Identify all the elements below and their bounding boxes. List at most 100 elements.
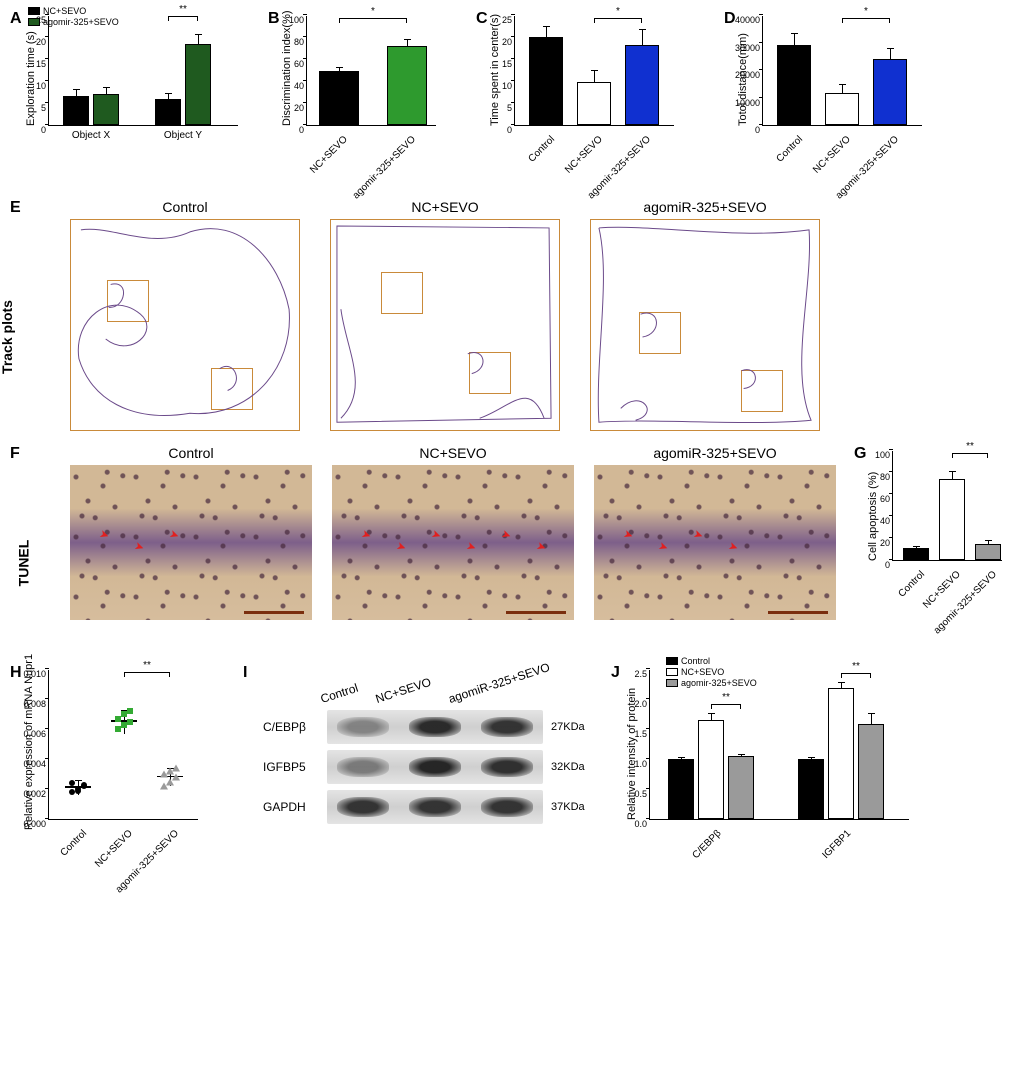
x-category: NC+SEVO (563, 134, 605, 176)
track-cell: agomiR-325+SEVO (590, 199, 820, 431)
panel-d: D Totol distance(mm)01000020000300004000… (724, 10, 964, 185)
kda-label: 27KDa (551, 721, 585, 733)
data-point (172, 765, 180, 772)
panel-c: C Time spent in center(s)0510152025Contr… (476, 10, 716, 185)
ytick: 0 (755, 125, 763, 135)
ytick: 10 (36, 81, 49, 91)
y-title: Discrimination index(%) (281, 10, 293, 126)
blot-image (327, 750, 543, 784)
panel-i: I ControlNC+SEVOagomiR-325+SEVOC/EBPβ27K… (243, 664, 603, 884)
band (481, 797, 533, 817)
ytick: 40 (294, 81, 307, 91)
legend: ControlNC+SEVOagomir-325+SEVO (666, 656, 757, 689)
bar (155, 99, 181, 125)
panel-h-label: H (10, 664, 22, 682)
protein-name: C/EBPβ (263, 720, 319, 734)
track-title: agomiR-325+SEVO (590, 199, 820, 215)
bar (387, 46, 427, 125)
chart: Cell apoptosis (%)020406080100ControlNC+… (892, 451, 1002, 561)
x-category: agomir-325+SEVO (931, 569, 998, 636)
legend-label: agomir-325+SEVO (43, 17, 119, 27)
chart-j: Relative intensity of protein0.00.51.01.… (649, 670, 909, 820)
ytick: 10 (502, 81, 515, 91)
tunel-image: ➤➤➤ (70, 465, 312, 620)
x-category: Control (774, 134, 805, 165)
ytick: 60 (294, 59, 307, 69)
band (337, 757, 389, 777)
tunel-title: agomiR-325+SEVO (594, 445, 836, 461)
y-title: Time spent in center(s) (489, 14, 501, 126)
data-point (81, 782, 87, 788)
data-point (127, 719, 133, 725)
legend-label: NC+SEVO (43, 6, 86, 16)
panel-j: J Relative intensity of protein0.00.51.0… (611, 664, 951, 904)
bar (825, 93, 859, 125)
lane-label: agomiR-325+SEVO (447, 660, 552, 706)
band (409, 717, 461, 737)
sig-marker: ** (722, 692, 730, 703)
band (409, 757, 461, 777)
chart-a: Exploration time (s)0510152025Object XOb… (48, 16, 238, 126)
track-cell: NC+SEVO (330, 199, 560, 431)
ytick: 0 (885, 560, 893, 570)
tunel-image: ➤➤➤➤➤➤ (332, 465, 574, 620)
ytick: 20 (294, 103, 307, 113)
blot-row: C/EBPβ 27KDa (263, 710, 603, 744)
x-category: Object X (63, 130, 119, 141)
ytick: 0 (41, 125, 49, 135)
track-title: Control (70, 199, 300, 215)
sig-marker: ** (852, 661, 860, 672)
bar (529, 37, 563, 125)
track-path (331, 220, 559, 430)
track-path (71, 220, 299, 430)
ytick: 15 (36, 59, 49, 69)
bar (93, 94, 119, 125)
track-path (591, 220, 819, 430)
scale-bar (506, 611, 566, 614)
ytick: 80 (294, 37, 307, 47)
bar (798, 759, 824, 819)
lane-label: Control (319, 681, 360, 706)
panel-e-label: E (10, 199, 21, 217)
protein-name: IGFBP5 (263, 760, 319, 774)
figure-root: A Exploration time (s)0510152025Object X… (10, 10, 1010, 904)
tunel-title: NC+SEVO (332, 445, 574, 461)
bar (858, 724, 884, 819)
blot-lane-labels: ControlNC+SEVOagomiR-325+SEVO (323, 692, 603, 706)
bar (668, 759, 694, 819)
panel-a-label: A (10, 10, 22, 28)
panel-a: A Exploration time (s)0510152025Object X… (10, 10, 260, 185)
bar (63, 96, 89, 125)
x-category: NC+SEVO (811, 134, 853, 176)
track-box (590, 219, 820, 431)
track-box (330, 219, 560, 431)
band (409, 797, 461, 817)
x-category: agomir-325+SEVO (350, 134, 417, 201)
ytick: 15 (502, 59, 515, 69)
sig-marker: ** (143, 660, 151, 671)
panel-b-label: B (268, 10, 280, 28)
lane-label: NC+SEVO (373, 675, 432, 706)
ytick: 30000 (735, 43, 763, 53)
row-hij: H Relative expression of mRNA Nupr10.000… (10, 664, 1010, 904)
band (481, 717, 533, 737)
panel-g: G Cell apoptosis (%)020406080100ControlN… (854, 445, 1010, 650)
bar (698, 720, 724, 819)
data-point (127, 708, 133, 714)
ytick: 20000 (735, 70, 763, 80)
chart-h: Relative expression of mRNA Nupr10.0000.… (48, 670, 198, 820)
x-category: Object Y (155, 130, 211, 141)
ytick: 20 (502, 37, 515, 47)
ytick: 25 (502, 15, 515, 25)
x-category: Control (58, 828, 89, 859)
chart: Time spent in center(s)0510152025Control… (514, 16, 674, 126)
panel-h: H Relative expression of mRNA Nupr10.000… (10, 664, 235, 904)
row-1: A Exploration time (s)0510152025Object X… (10, 10, 1010, 185)
y-title: Cell apoptosis (%) (867, 472, 879, 561)
y-title: Relative expression of mRNA Nupr1 (23, 654, 35, 830)
x-category: C/EBPβ (691, 828, 724, 861)
panel-b: B Discrimination index(%)020406080100NC+… (268, 10, 468, 185)
bar (319, 71, 359, 125)
sig-marker: ** (179, 4, 187, 15)
tunel-title: Control (70, 445, 312, 461)
